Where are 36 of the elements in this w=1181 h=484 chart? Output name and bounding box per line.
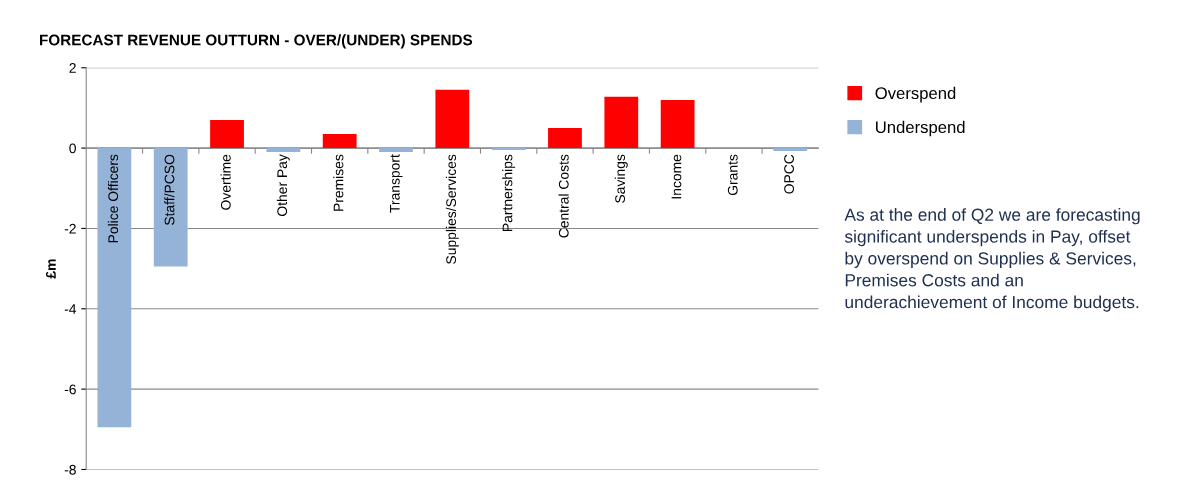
x-tick-label: Supplies/Services xyxy=(445,154,459,264)
x-tick-label: Partnerships xyxy=(502,154,516,231)
bar xyxy=(97,148,132,428)
bar xyxy=(379,148,413,153)
y-tick-label: -6 xyxy=(64,384,76,395)
x-tick-label: Premises xyxy=(333,154,344,211)
y-tick-label: 2 xyxy=(69,63,76,73)
bar xyxy=(435,89,470,149)
bar xyxy=(773,148,808,151)
x-tick-label: Grants xyxy=(727,154,738,196)
x-tick-label: Transport xyxy=(390,154,403,213)
legend-label: Overspend xyxy=(875,86,956,103)
y-axis-title: £m xyxy=(46,259,56,279)
bar xyxy=(322,134,357,149)
x-tick-label: Other Pay xyxy=(276,154,290,216)
bar xyxy=(210,119,244,149)
y-tick-label: 0 xyxy=(69,143,76,154)
bar xyxy=(153,148,188,267)
y-tick-label: -2 xyxy=(64,223,76,234)
x-tick-label: Overtime xyxy=(220,154,231,210)
bar xyxy=(491,148,526,151)
x-tick-label: Income xyxy=(671,154,682,199)
chart-title: FORECAST REVENUE OUTTURN - OVER/(UNDER) SPENDS xyxy=(39,34,473,49)
y-tick-label: -8 xyxy=(64,464,76,475)
x-tick-label: Staff/PCSO xyxy=(164,154,175,226)
bar xyxy=(660,99,695,149)
text: As at the end of Q2 we are forecasting significant underspends in Pay, offset by overspend on Supplies & Services, Premises Costs and an underachievement of Income budgets. xyxy=(844,208,1140,312)
y-tick-label: -4 xyxy=(64,304,77,314)
x-tick-label: OPCC xyxy=(784,154,794,194)
x-tick-label: Central Costs xyxy=(558,154,569,238)
x-tick-label: Police Officers xyxy=(107,154,119,243)
legend-label: Underspend xyxy=(876,120,965,137)
bar xyxy=(548,128,582,149)
x-tick-label: Savings xyxy=(614,154,628,203)
bar xyxy=(604,96,639,149)
bar xyxy=(266,148,301,153)
